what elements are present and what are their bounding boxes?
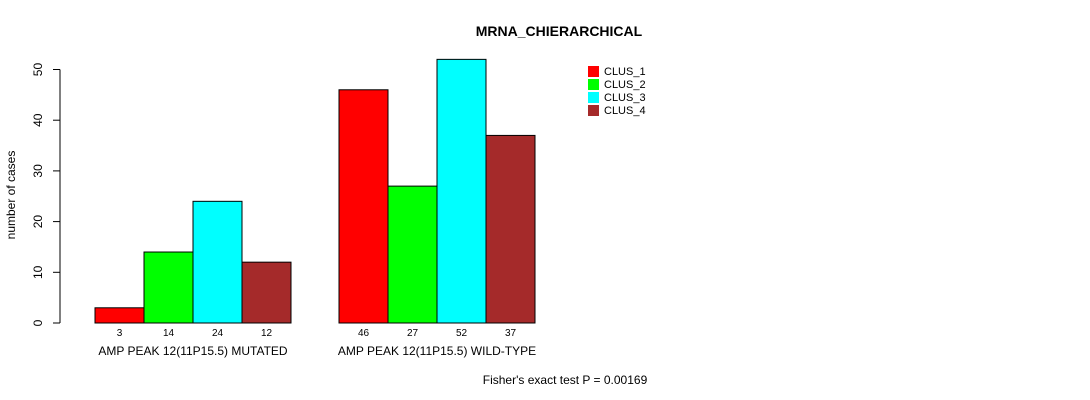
bar-clus-2-group-2 [387, 185, 438, 324]
value-labels: 3 14 24 12 46 27 52 37 [117, 328, 517, 339]
bar-clus-3-group-2 [436, 58, 487, 324]
y-tick-label: 20 [31, 215, 45, 229]
bar-value-label: 52 [456, 328, 468, 339]
y-tick-label: 0 [31, 319, 45, 326]
legend-label: CLUS_3 [604, 92, 646, 104]
category-label: AMP PEAK 12(11P15.5) WILD-TYPE [338, 344, 536, 358]
y-tick-label: 50 [31, 63, 45, 77]
y-tick-label: 10 [31, 265, 45, 279]
group-labels: AMP PEAK 12(11P15.5) MUTATED AMP PEAK 12(… [98, 344, 536, 358]
bar-value-label: 37 [505, 328, 517, 339]
bar-clus-1-group-2 [338, 89, 389, 324]
category-label: AMP PEAK 12(11P15.5) MUTATED [98, 344, 288, 358]
bar-value-label: 27 [407, 328, 419, 339]
legend-swatch-clus-3 [588, 92, 599, 103]
y-axis-label: number of cases [4, 151, 18, 240]
bar-clus-4-group-2 [485, 134, 536, 324]
bar-value-label: 24 [212, 328, 224, 339]
legend-swatch-clus-4 [588, 105, 599, 116]
legend-swatch-clus-2 [588, 79, 599, 90]
fisher-test-annotation: Fisher's exact test P = 0.00169 [483, 373, 648, 387]
chart-title: MRNA_CHIERARCHICAL [476, 23, 643, 39]
bar-value-label: 46 [358, 328, 370, 339]
bar-clus-2-group-1 [143, 251, 194, 324]
bar-clus-3-group-1 [192, 200, 243, 324]
bar-value-label: 14 [163, 328, 175, 339]
y-tick-label: 30 [31, 164, 45, 178]
legend-label: CLUS_1 [604, 66, 646, 78]
legend-label: CLUS_4 [604, 105, 646, 117]
y-tick-label: 40 [31, 113, 45, 127]
legend-swatch-clus-1 [588, 66, 599, 77]
bar-clus-1-group-1 [94, 307, 145, 324]
bar-clus-4-group-1 [241, 261, 292, 324]
y-axis: 0 10 20 30 40 50 [31, 63, 61, 326]
bars [94, 58, 536, 324]
bar-value-label: 3 [117, 328, 123, 339]
legend-label: CLUS_2 [604, 79, 646, 91]
bar-value-label: 12 [261, 328, 273, 339]
